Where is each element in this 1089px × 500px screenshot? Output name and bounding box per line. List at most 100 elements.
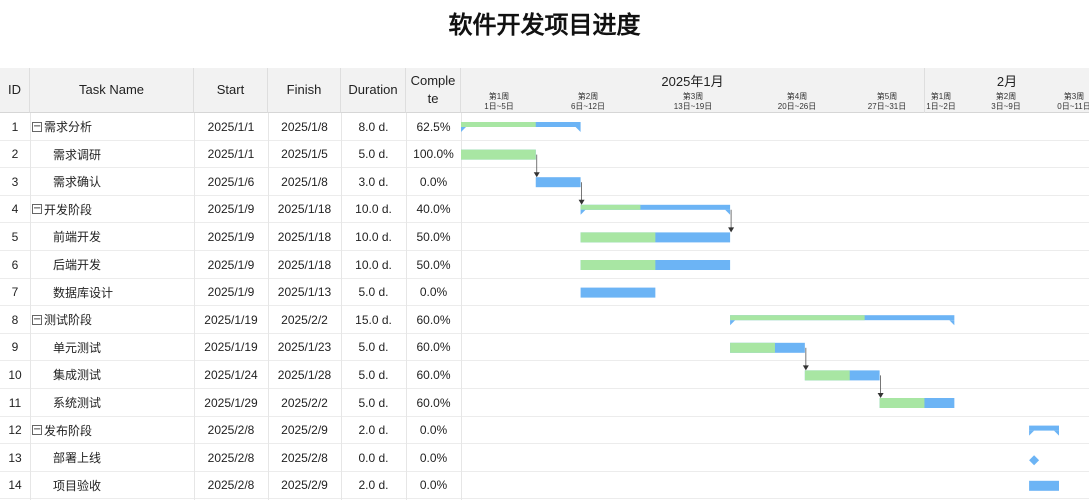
task-finish: 2025/2/9 xyxy=(281,423,328,438)
summary-bar[interactable] xyxy=(1029,425,1059,431)
task-row[interactable]: 3 需求确认 2025/1/6 2025/1/8 3.0 d. 0.0% xyxy=(0,168,1089,196)
task-name[interactable]: − 需求分析 xyxy=(30,113,194,140)
task-row[interactable]: 2 需求调研 2025/1/1 2025/1/5 5.0 d. 100.0% xyxy=(0,141,1089,169)
task-bar-progress[interactable] xyxy=(879,398,925,408)
task-name[interactable]: 需求调研 xyxy=(30,141,194,168)
dependency-arrow-icon xyxy=(533,172,540,178)
task-name[interactable]: − 测试阶段 xyxy=(30,306,194,333)
week-label: 第2周 6日~12日 xyxy=(570,92,606,111)
header-task-name[interactable]: Task Name xyxy=(30,68,194,113)
month-label: 2月 xyxy=(996,74,1018,89)
task-row[interactable]: 4 − 开发阶段 2025/1/9 2025/1/18 10.0 d. 40.0% xyxy=(0,196,1089,224)
header-start[interactable]: Start xyxy=(194,68,268,113)
task-finish: 2025/1/8 xyxy=(281,119,328,134)
summary-end-cap xyxy=(575,127,581,132)
summary-bar[interactable] xyxy=(580,204,731,210)
task-complete: 60.0% xyxy=(416,367,451,382)
header-complete[interactable]: Comple te xyxy=(406,68,461,113)
task-row[interactable]: 5 前端开发 2025/1/9 2025/1/18 10.0 d. 50.0% xyxy=(0,223,1089,251)
task-name[interactable]: 部署上线 xyxy=(30,444,194,471)
task-row[interactable]: 9 单元测试 2025/1/19 2025/1/23 5.0 d. 60.0% xyxy=(0,334,1089,362)
milestone-marker xyxy=(1029,455,1040,466)
task-name[interactable]: 需求确认 xyxy=(30,168,194,195)
task-name[interactable]: 项目验收 xyxy=(30,472,194,499)
column-divider xyxy=(268,113,269,500)
task-id: 2 xyxy=(11,147,19,162)
task-duration: 15.0 d. xyxy=(355,312,392,327)
summary-bar-progress[interactable] xyxy=(580,204,641,210)
task-row[interactable]: 7 数据库设计 2025/1/9 2025/1/13 5.0 d. 0.0% xyxy=(0,279,1089,307)
collapse-icon[interactable]: − xyxy=(32,120,42,132)
task-bar-progress[interactable] xyxy=(580,260,656,270)
collapse-icon[interactable]: − xyxy=(32,313,42,325)
task-duration: 10.0 d. xyxy=(355,229,392,244)
task-start: 2025/2/8 xyxy=(207,450,255,465)
task-name[interactable]: − 发布阶段 xyxy=(30,417,194,444)
month-divider xyxy=(924,68,925,113)
task-id: 4 xyxy=(11,202,19,217)
task-finish: 2025/1/13 xyxy=(277,285,332,300)
task-bar-progress[interactable] xyxy=(730,342,775,353)
task-name[interactable]: 系统测试 xyxy=(30,389,194,416)
task-row[interactable]: 1 − 需求分析 2025/1/1 2025/1/8 8.0 d. 62.5% xyxy=(0,113,1089,141)
column-divider xyxy=(30,113,31,500)
task-row[interactable]: 12− 发布阶段 2025/2/8 2025/2/9 2.0 d. 0.0% xyxy=(0,417,1089,445)
task-name[interactable]: 单元测试 xyxy=(30,334,194,361)
dependency-arrow-icon xyxy=(578,199,585,205)
dependency-arrow-icon xyxy=(877,393,884,398)
task-finish: 2025/2/2 xyxy=(281,312,328,327)
collapse-icon[interactable]: − xyxy=(32,203,42,215)
column-divider xyxy=(341,113,342,500)
task-name[interactable]: − 开发阶段 xyxy=(30,196,194,223)
task-complete: 100.0% xyxy=(413,147,454,162)
task-bar-progress[interactable] xyxy=(580,232,656,243)
task-complete: 0.0% xyxy=(419,450,448,465)
week-label: 第3周 0日~11日 xyxy=(1057,92,1089,111)
task-start: 2025/2/8 xyxy=(207,478,255,493)
task-id: 10 xyxy=(8,367,22,382)
task-row[interactable]: 11 系统测试 2025/1/29 2025/2/2 5.0 d. 60.0% xyxy=(0,389,1089,417)
task-name[interactable]: 后端开发 xyxy=(30,251,194,278)
task-name[interactable]: 前端开发 xyxy=(30,223,194,250)
task-name-label: 后端开发 xyxy=(53,258,102,272)
task-complete: 0.0% xyxy=(419,285,448,300)
header-finish[interactable]: Finish xyxy=(268,68,341,113)
task-name-label: 发布阶段 xyxy=(44,423,93,438)
task-id: 6 xyxy=(11,257,19,272)
week-label: 第2周 3日~9日 xyxy=(991,92,1021,111)
task-row[interactable]: 13 部署上线 2025/2/8 2025/2/8 0.0 d. 0.0% xyxy=(0,444,1089,472)
task-row[interactable]: 6 后端开发 2025/1/9 2025/1/18 10.0 d. 50.0% xyxy=(0,251,1089,279)
task-bar-progress[interactable] xyxy=(461,149,536,160)
column-divider xyxy=(194,113,195,500)
summary-bar-progress[interactable] xyxy=(730,315,865,321)
task-bar[interactable] xyxy=(535,177,581,188)
header-id[interactable]: ID xyxy=(0,68,30,113)
task-name-label: 前端开发 xyxy=(53,230,102,245)
collapse-icon[interactable]: − xyxy=(32,424,42,436)
task-row[interactable]: 10 集成测试 2025/1/24 2025/1/28 5.0 d. 60.0% xyxy=(0,361,1089,389)
task-bar[interactable] xyxy=(1029,480,1059,491)
task-start: 2025/1/9 xyxy=(207,257,255,272)
task-bar[interactable] xyxy=(580,287,656,298)
header-duration[interactable]: Duration xyxy=(341,68,406,113)
task-id: 3 xyxy=(11,174,19,189)
task-start: 2025/1/9 xyxy=(207,202,255,217)
task-start: 2025/1/6 xyxy=(207,174,255,189)
summary-bar-progress[interactable] xyxy=(461,122,536,127)
task-name[interactable]: 集成测试 xyxy=(30,361,194,388)
task-row[interactable]: 14 项目验收 2025/2/8 2025/2/9 2.0 d. 0.0% xyxy=(0,472,1089,500)
week-label: 第1周 1日~5日 xyxy=(484,92,514,111)
task-bar-progress[interactable] xyxy=(804,370,850,381)
task-start: 2025/1/1 xyxy=(207,147,255,162)
task-finish: 2025/2/9 xyxy=(281,478,328,493)
task-duration: 2.0 d. xyxy=(358,423,389,438)
task-finish: 2025/1/18 xyxy=(277,229,332,244)
task-name-label: 集成测试 xyxy=(53,368,102,383)
week-label: 第3周 13日~19日 xyxy=(673,92,713,111)
task-name[interactable]: 数据库设计 xyxy=(30,279,194,306)
summary-end-cap xyxy=(730,320,736,326)
gantt-chart xyxy=(461,122,1059,491)
task-row[interactable]: 8 − 测试阶段 2025/1/19 2025/2/2 15.0 d. 60.0% xyxy=(0,306,1089,334)
week-label: 第4周 20日~26日 xyxy=(777,92,817,111)
dependency-arrow-icon xyxy=(728,227,735,233)
